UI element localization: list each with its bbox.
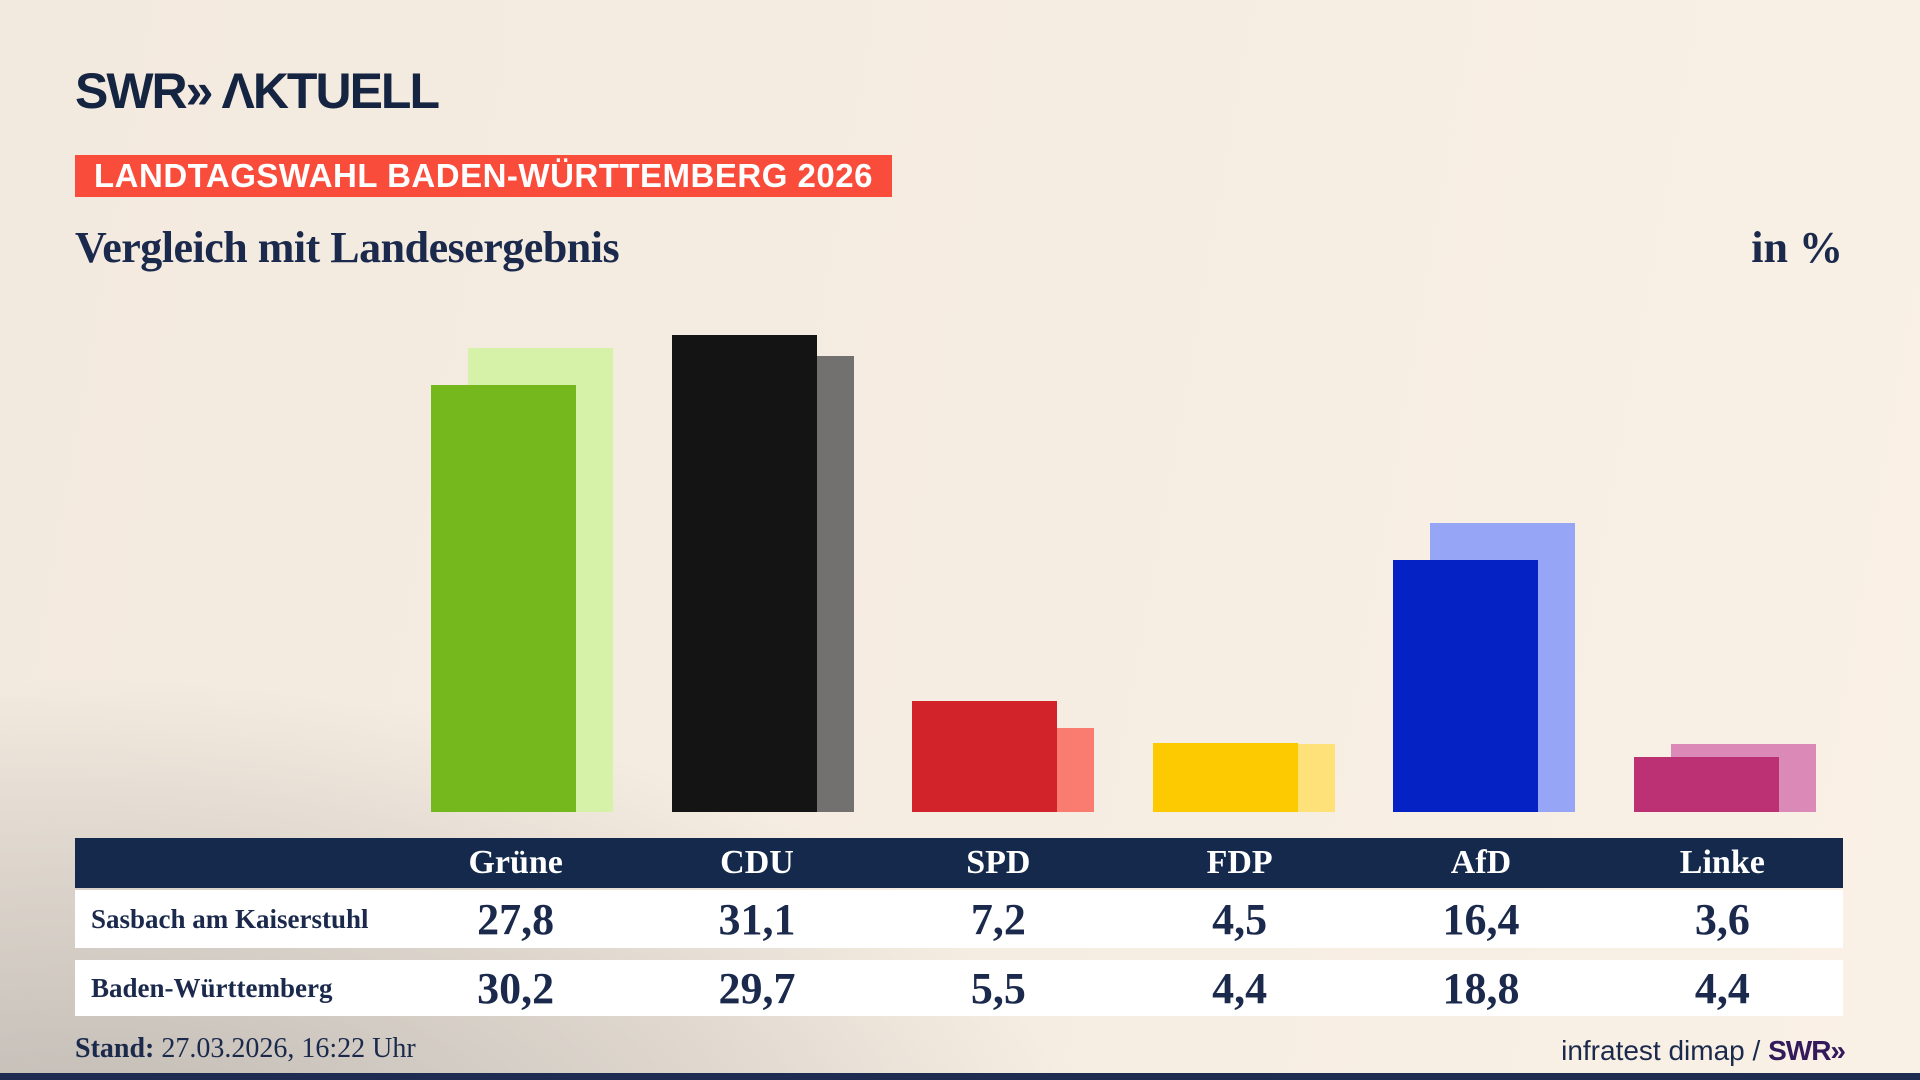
bar-municipality-FDP (1152, 743, 1298, 812)
bar-municipality-Grüne (431, 385, 576, 812)
value-cell: 29,7 (718, 963, 796, 1013)
value-cell: 7,2 (970, 894, 1026, 944)
swr-brand-mark: SWR» (1768, 1035, 1846, 1066)
swr-logo-text: SWR (75, 63, 188, 119)
chart-title: Vergleich mit Landesergebnis (75, 223, 620, 272)
value-cell: 30,2 (477, 963, 555, 1013)
value-cell: 4,5 (1212, 894, 1268, 944)
value-cell: 4,4 (1694, 963, 1750, 1013)
column-header-linke: Linke (1679, 844, 1765, 881)
column-header-gruene: Grüne (468, 844, 563, 881)
column-header-cdu: CDU (720, 844, 794, 881)
table-row-state: Baden-Württemberg 30,2 29,7 5,5 4,4 18,8… (75, 960, 1843, 1016)
election-badge: LANDTAGSWAHL BADEN-WÜRTTEMBERG 2026 (75, 155, 892, 197)
stand-value: 27.03.2026, 16:22 Uhr (154, 1033, 416, 1064)
value-cell: 31,1 (718, 894, 796, 944)
value-cell: 5,5 (970, 963, 1026, 1013)
bar-municipality-Linke (1634, 757, 1779, 812)
stand-label: Stand: (75, 1033, 155, 1064)
swr-aktuell-logo: SWR» ΛKTUELL (75, 62, 440, 120)
bar-chart (431, 335, 1816, 812)
column-header-fdp: FDP (1206, 844, 1273, 881)
table-row-municipality: Sasbach am Kaiserstuhl 27,8 31,1 7,2 4,5… (75, 890, 1843, 948)
bar-municipality-AfD (1393, 560, 1539, 812)
column-header-afd: AfD (1450, 844, 1512, 881)
value-cell: 4,4 (1212, 963, 1268, 1013)
results-table: Grüne CDU SPD FDP AfD Linke Sasbach am K… (75, 838, 1843, 1016)
bar-municipality-SPD (912, 701, 1058, 812)
unit-label: in % (1751, 223, 1843, 272)
column-header-spd: SPD (966, 844, 1031, 881)
bar-municipality-CDU (671, 335, 817, 812)
aktuell-logo-text: ΛKTUELL (221, 63, 440, 119)
bottom-accent-bar (0, 1073, 1920, 1080)
value-cell: 3,6 (1694, 894, 1750, 944)
value-cell: 27,8 (477, 894, 555, 944)
row-label: Sasbach am Kaiserstuhl (91, 903, 369, 934)
row-label: Baden-Württemberg (91, 972, 333, 1003)
value-cell: 18,8 (1442, 963, 1520, 1013)
source-text: infratest dimap / (1561, 1035, 1769, 1066)
value-cell: 16,4 (1442, 894, 1520, 944)
timestamp: Stand: 27.03.2026, 16:22 Uhr (75, 1033, 416, 1065)
source-attribution: infratest dimap / SWR» (1561, 1035, 1846, 1067)
table-header-row: Grüne CDU SPD FDP AfD Linke (75, 838, 1843, 888)
